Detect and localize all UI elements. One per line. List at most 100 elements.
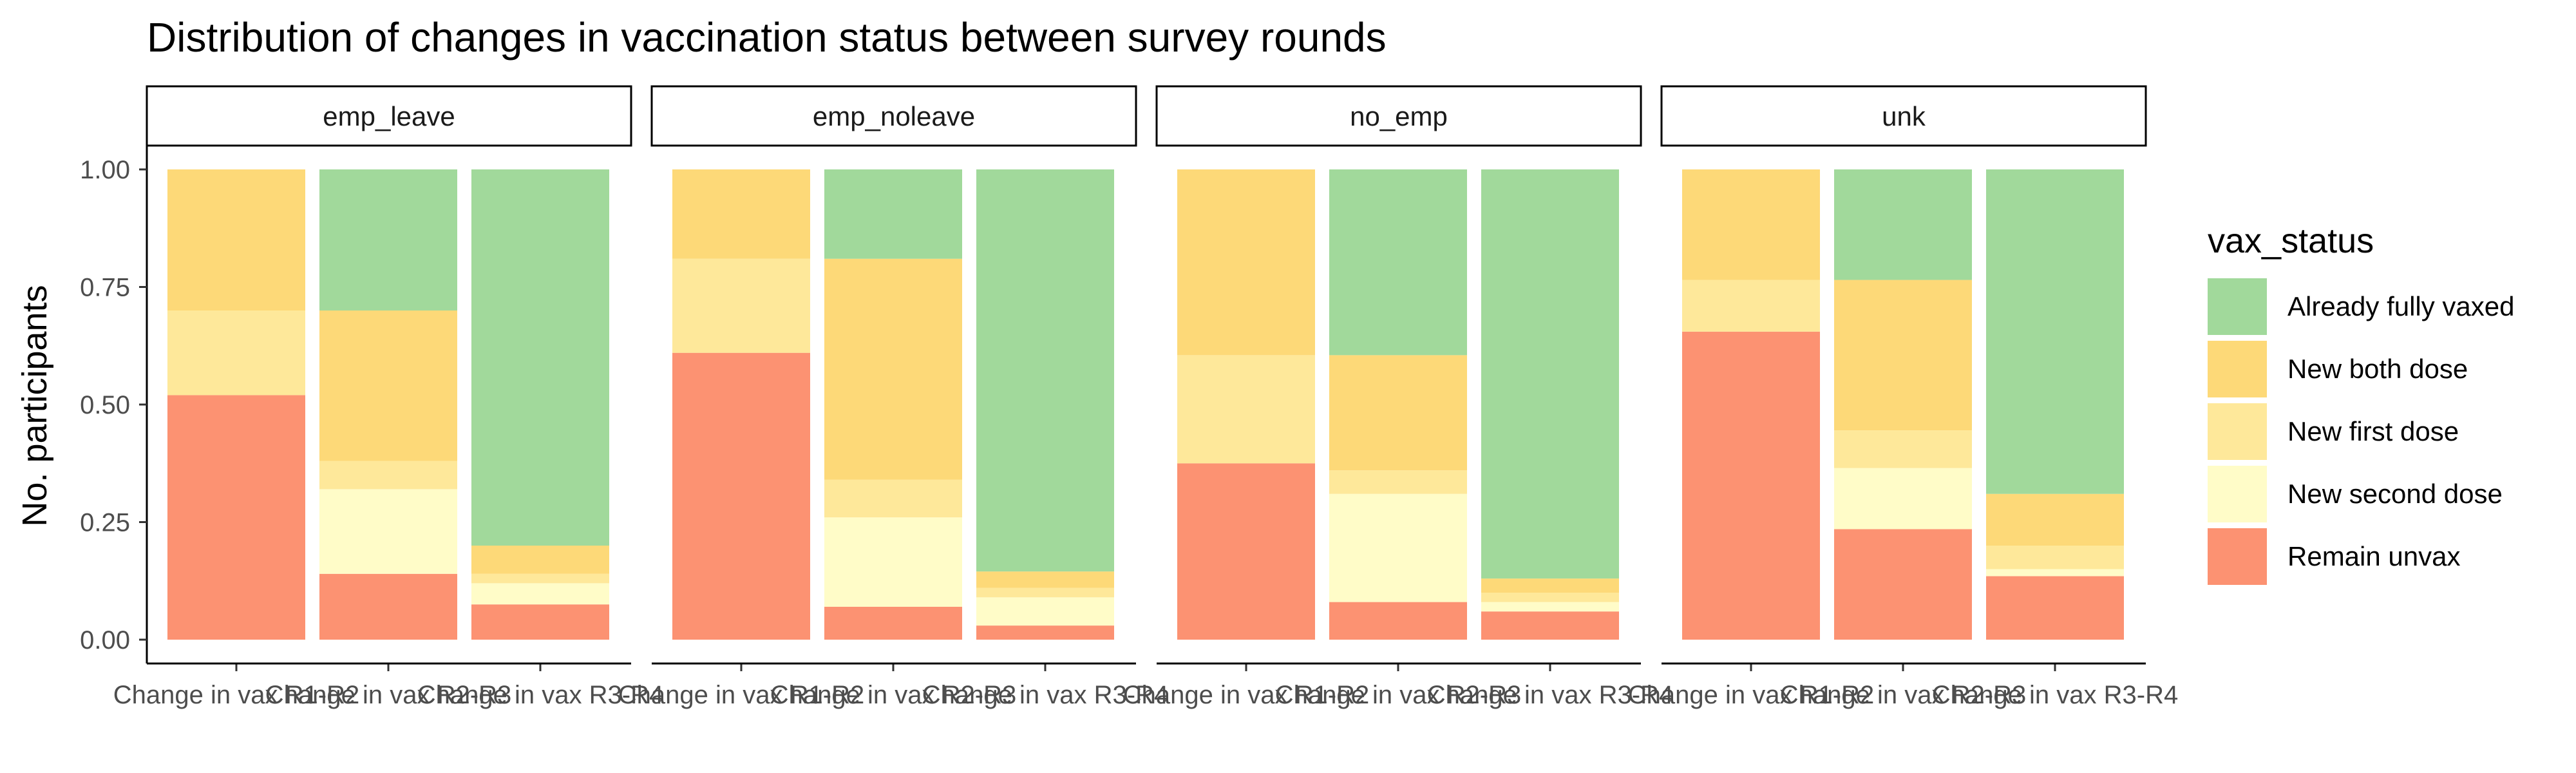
x-tick-label: Change in vax R2-R3 xyxy=(770,681,1016,709)
legend-item: Remain unvax xyxy=(2208,528,2460,585)
bar-segment-new-both-dose xyxy=(1177,169,1315,356)
bar-segment-new-second-dose xyxy=(471,583,609,605)
x-tick-label: Change in vax R2-R3 xyxy=(1275,681,1521,709)
bar-stack-1 xyxy=(1682,169,1820,640)
facet-strip xyxy=(146,85,632,147)
x-tick-label: Change in vax R1-R2 xyxy=(113,681,359,709)
y-tick-label: 0.25 xyxy=(80,509,130,537)
legend-swatch xyxy=(2208,341,2267,397)
bar-segment-new-first-dose xyxy=(1986,546,2124,569)
bar-segment-already-fully-vaxed xyxy=(1986,169,2124,494)
bar-segment-already-fully-vaxed xyxy=(976,169,1114,572)
bar-stack-3 xyxy=(976,169,1114,640)
facet-strip xyxy=(1660,85,2147,147)
bar-segment-remain-unvax xyxy=(1834,529,1972,640)
legend-label: New both dose xyxy=(2287,354,2468,384)
bar-stack-3 xyxy=(471,169,609,640)
legend-item: Already fully vaxed xyxy=(2208,278,2515,335)
legend-item: New first dose xyxy=(2208,403,2459,460)
facet-strip-label: no_emp xyxy=(1350,101,1448,131)
bar-segment-new-first-dose xyxy=(319,461,457,490)
bar-segment-new-both-dose xyxy=(824,258,962,480)
bar-stack-1 xyxy=(672,169,810,640)
bar-segment-already-fully-vaxed xyxy=(1481,169,1619,579)
bar-segment-remain-unvax xyxy=(319,573,457,640)
bar-segment-new-both-dose xyxy=(1834,280,1972,431)
bar-segment-new-first-dose xyxy=(471,573,609,584)
bar-stack-3 xyxy=(1481,169,1619,640)
facet-strip-label: emp_noleave xyxy=(813,101,975,131)
facet-panels: 0.00 0.25 0.50 0.75 1.00 emp_leave Change in v… xyxy=(80,85,2178,709)
bar-segment-new-first-dose xyxy=(1329,470,1467,494)
legend-title: vax_status xyxy=(2208,222,2374,260)
bar-stack-2 xyxy=(1329,169,1467,640)
bar-segment-remain-unvax xyxy=(1481,611,1619,640)
bar-segment-new-second-dose xyxy=(1986,569,2124,577)
bar-segment-new-both-dose xyxy=(976,571,1114,588)
x-tick-label: Change in vax R2-R3 xyxy=(265,681,511,709)
legend-swatch xyxy=(2208,528,2267,585)
bar-segment-new-second-dose xyxy=(1834,468,1972,530)
bar-stack-2 xyxy=(824,169,962,640)
facet-strip-label: emp_leave xyxy=(323,101,455,131)
bar-segment-new-first-dose xyxy=(672,258,810,353)
bar-segment-new-both-dose xyxy=(1329,355,1467,471)
facet-strip xyxy=(650,85,1137,147)
bar-stack-1 xyxy=(1177,169,1315,640)
chart-title: Distribution of changes in vaccination s… xyxy=(147,14,1387,61)
bar-segment-remain-unvax xyxy=(471,604,609,640)
bar-segment-already-fully-vaxed xyxy=(1329,169,1467,356)
bar-segment-new-second-dose xyxy=(319,489,457,574)
bar-stack-1 xyxy=(167,169,305,640)
bar-segment-remain-unvax xyxy=(824,606,962,640)
bar-segment-already-fully-vaxed xyxy=(471,169,609,546)
y-tick-label: 0.00 xyxy=(80,626,130,654)
bar-segment-remain-unvax xyxy=(1682,331,1820,640)
x-tick-label: Change in vax R3-R4 xyxy=(1932,681,2178,709)
legend-label: New first dose xyxy=(2287,416,2459,446)
bar-segment-remain-unvax xyxy=(167,395,305,640)
bar-stack-2 xyxy=(319,169,457,640)
bar-segment-new-first-dose xyxy=(1834,430,1972,468)
bar-stack-2 xyxy=(1834,169,1972,640)
bar-segment-remain-unvax xyxy=(1986,576,2124,640)
y-tick-label: 0.50 xyxy=(80,391,130,419)
legend-label: Already fully vaxed xyxy=(2287,291,2515,321)
legend-swatch xyxy=(2208,466,2267,522)
bar-segment-new-second-dose xyxy=(976,597,1114,626)
legend-swatch xyxy=(2208,278,2267,335)
x-tick-label: Change in vax R2-R3 xyxy=(1780,681,2026,709)
bar-segment-new-both-dose xyxy=(1986,493,2124,546)
bar-segment-remain-unvax xyxy=(1177,463,1315,640)
bar-segment-new-second-dose xyxy=(1329,493,1467,602)
facet-strip xyxy=(1155,85,1642,147)
bar-segment-new-both-dose xyxy=(672,169,810,259)
x-tick-label: Change in vax R1-R2 xyxy=(1628,681,1874,709)
bar-segment-new-first-dose xyxy=(167,310,305,396)
x-tick-label: Change in vax R3-R4 xyxy=(922,681,1168,709)
x-tick-label: Change in vax R3-R4 xyxy=(417,681,663,709)
y-tick-label: 0.75 xyxy=(80,274,130,302)
legend-item: New second dose xyxy=(2208,466,2503,522)
bar-segment-already-fully-vaxed xyxy=(1834,169,1972,280)
bar-segment-new-first-dose xyxy=(1481,593,1619,602)
legend-items: Already fully vaxed New both dose New firs… xyxy=(2208,278,2515,585)
bar-segment-remain-unvax xyxy=(672,352,810,640)
x-tick-label: Change in vax R1-R2 xyxy=(618,681,864,709)
bar-segment-new-first-dose xyxy=(976,587,1114,598)
bar-segment-new-both-dose xyxy=(319,310,457,461)
bar-segment-new-both-dose xyxy=(167,169,305,310)
bar-segment-new-both-dose xyxy=(1682,169,1820,280)
bar-segment-new-first-dose xyxy=(1177,355,1315,464)
bar-segment-new-first-dose xyxy=(1682,280,1820,332)
bar-segment-already-fully-vaxed xyxy=(824,169,962,259)
y-axis-title: No. participants xyxy=(15,285,54,526)
x-tick-label: Change in vax R1-R2 xyxy=(1123,681,1369,709)
legend-swatch xyxy=(2208,403,2267,460)
legend-label: Remain unvax xyxy=(2287,541,2460,571)
